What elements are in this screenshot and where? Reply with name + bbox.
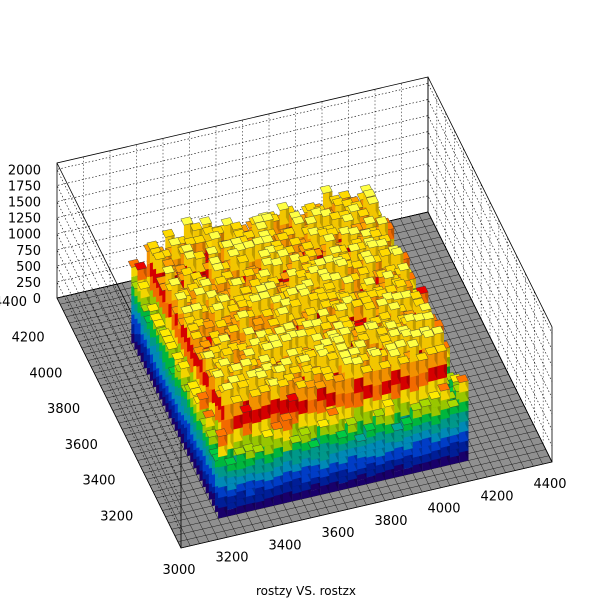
lego-bars <box>127 184 469 519</box>
z-grid-line <box>56 131 553 468</box>
z-grid-line <box>56 83 553 420</box>
z-grid-line <box>56 115 553 452</box>
z-grid-line <box>56 163 553 500</box>
floor-grid-line <box>390 220 516 471</box>
bar-top-face <box>199 216 212 226</box>
bar-top-face <box>189 222 203 232</box>
floor-grid-line <box>409 216 534 467</box>
floor-grid-line <box>399 218 525 469</box>
bar-top-face <box>161 228 175 238</box>
floor-grid-line <box>418 214 543 465</box>
bar-top-face <box>180 216 194 226</box>
bar-top-face <box>134 261 148 271</box>
